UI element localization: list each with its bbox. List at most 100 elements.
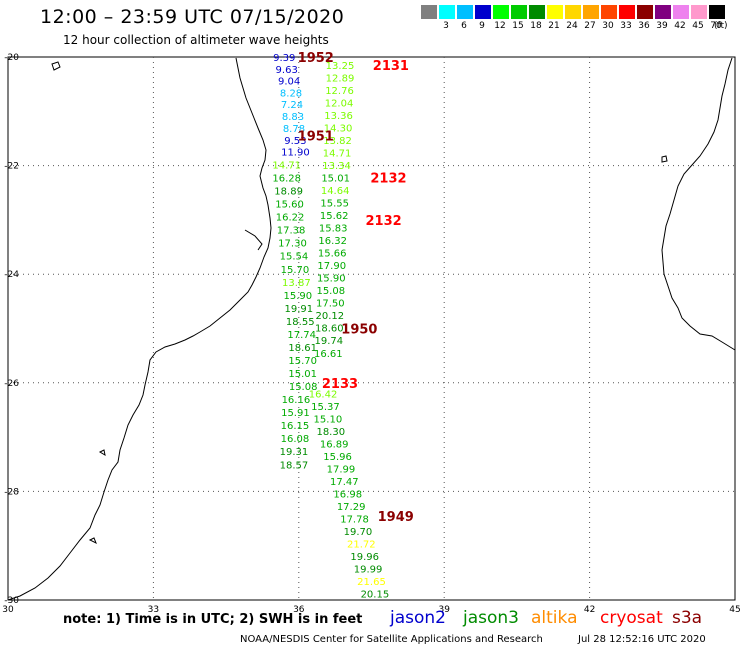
wave-height-value: 15.62: [320, 211, 349, 222]
lat-lon-grid: [7, 56, 736, 601]
pass-number-label: 2132: [366, 214, 402, 229]
wave-height-value: 18.61: [288, 343, 317, 354]
lon-tick-label: 42: [584, 605, 595, 615]
wave-height-value: 19.31: [280, 447, 309, 458]
wave-height-value: 12.04: [325, 99, 354, 110]
wave-height-value: 13.87: [282, 278, 311, 289]
wave-height-value: 16.15: [281, 421, 310, 432]
wave-height-value: 16.98: [333, 490, 362, 501]
legend-swatch: [583, 5, 599, 19]
lon-tick-label: 33: [148, 605, 159, 615]
axis-tick-labels: 30 33 36 39 42 45 -20 -22 -24 -26 -28 -30: [2, 53, 740, 615]
wave-height-value: 12.89: [326, 74, 355, 85]
wave-height-value: 15.01: [321, 174, 350, 185]
legend-label: 12: [494, 21, 506, 31]
legend-swatch: [655, 5, 671, 19]
wave-height-value: 13.34: [322, 161, 351, 172]
wave-height-value: 15.10: [314, 415, 343, 426]
wave-height-value: 21.72: [347, 540, 376, 551]
wave-height-value: 8.78: [283, 124, 305, 135]
wave-height-value: 15.90: [284, 291, 313, 302]
lat-tick-label: -28: [4, 487, 19, 497]
wave-height-value: 8.83: [282, 112, 304, 123]
wave-height-value: 19.74: [315, 336, 344, 347]
wave-height-value: 9.53: [284, 136, 306, 147]
map-frame: [7, 56, 736, 601]
legend-label: 27: [584, 21, 596, 31]
legend-swatch: [439, 5, 455, 19]
legend-label: 9: [479, 21, 485, 31]
coastline: [7, 57, 736, 601]
pass-number-label: 2131: [373, 59, 409, 74]
pass-number-label: 1952: [298, 51, 334, 66]
coast-islet: [88, 537, 97, 545]
coast-islet: [98, 449, 106, 457]
wave-height-value: 16.42: [309, 390, 338, 401]
legend-swatch: [691, 5, 707, 19]
wave-height-value: 16.28: [272, 174, 301, 185]
lat-tick-label: -24: [4, 270, 19, 280]
legend-label: 3: [443, 21, 449, 31]
madagascar-coastline: [661, 57, 736, 351]
wave-height-value: 17.38: [277, 226, 306, 237]
coast-islet: [661, 155, 668, 163]
pass-number-label: 1950: [341, 323, 377, 338]
legend-label: 15: [512, 21, 524, 31]
legend-swatch: [673, 5, 689, 19]
wave-height-value: 11.90: [281, 147, 310, 158]
wave-height-value: 14.71: [272, 161, 301, 172]
wave-height-value: 13.82: [323, 136, 352, 147]
wave-height-value: 14.64: [321, 186, 350, 197]
wave-height-value: 9.04: [278, 76, 300, 87]
pass-number-label: 1949: [378, 510, 414, 525]
lon-tick-label: 30: [2, 605, 14, 615]
legend-swatch: [457, 5, 473, 19]
pass-labels: 1952 2131 1951 2132 2132 1950 2133 1949: [298, 51, 414, 525]
wave-height-value: 17.78: [340, 515, 369, 526]
wave-height-value: 15.37: [311, 402, 340, 413]
generated-timestamp: Jul 28 12:52:16 UTC 2020: [578, 634, 706, 645]
legend-swatch: [601, 5, 617, 19]
pass-number-label: 2133: [322, 377, 358, 392]
credit-line: NOAA/NESDIS Center for Satellite Applica…: [240, 634, 543, 645]
wave-height-value: 16.61: [314, 349, 343, 360]
wave-height-value: 16.32: [318, 236, 347, 247]
legend-swatch: [421, 5, 437, 19]
wave-height-value: 15.83: [319, 224, 348, 235]
wave-height-value: 20.15: [361, 589, 390, 600]
legend-swatch: [637, 5, 653, 19]
lat-tick-label: -20: [4, 53, 19, 63]
wave-height-value: 15.70: [281, 265, 310, 276]
coast-inlet: [244, 229, 263, 251]
wave-height-value: 18.89: [274, 187, 303, 198]
footer-note: note: 1) Time is in UTC; 2) SWH is in fe…: [63, 612, 363, 627]
wave-height-value: 16.89: [320, 440, 349, 451]
wave-height-value: 15.91: [281, 408, 310, 419]
satellite-name: cryosat: [600, 608, 663, 628]
legend-swatch: [529, 5, 545, 19]
pass-number-label: 2132: [370, 172, 406, 187]
legend-label: 33: [620, 21, 632, 31]
legend-swatch: [493, 5, 509, 19]
wave-height-value: 15.90: [317, 273, 346, 284]
page-title: 12:00 – 23:59 UTC 07/15/2020: [40, 6, 345, 28]
lat-tick-label: -30: [4, 596, 19, 606]
lat-tick-label: -26: [4, 379, 19, 389]
wave-height-value: 15.01: [288, 369, 317, 380]
wave-height-value: 16.08: [281, 434, 310, 445]
wave-height-value: 15.08: [316, 286, 345, 297]
africa-coastline: [7, 57, 272, 601]
satellite-name: jason2: [390, 608, 446, 628]
wave-height-value: 8.28: [280, 88, 302, 99]
lon-tick-label: 39: [438, 605, 450, 615]
legend-label: 6: [461, 21, 467, 31]
wave-height-value: 17.47: [330, 477, 359, 488]
lat-tick-label: -22: [4, 162, 19, 172]
satellite-name: altika: [531, 608, 578, 628]
legend-swatch: [565, 5, 581, 19]
lon-tick-label: 36: [293, 605, 305, 615]
page-subtitle: 12 hour collection of altimeter wave hei…: [63, 33, 329, 47]
wave-height-value: 20.12: [315, 311, 344, 322]
